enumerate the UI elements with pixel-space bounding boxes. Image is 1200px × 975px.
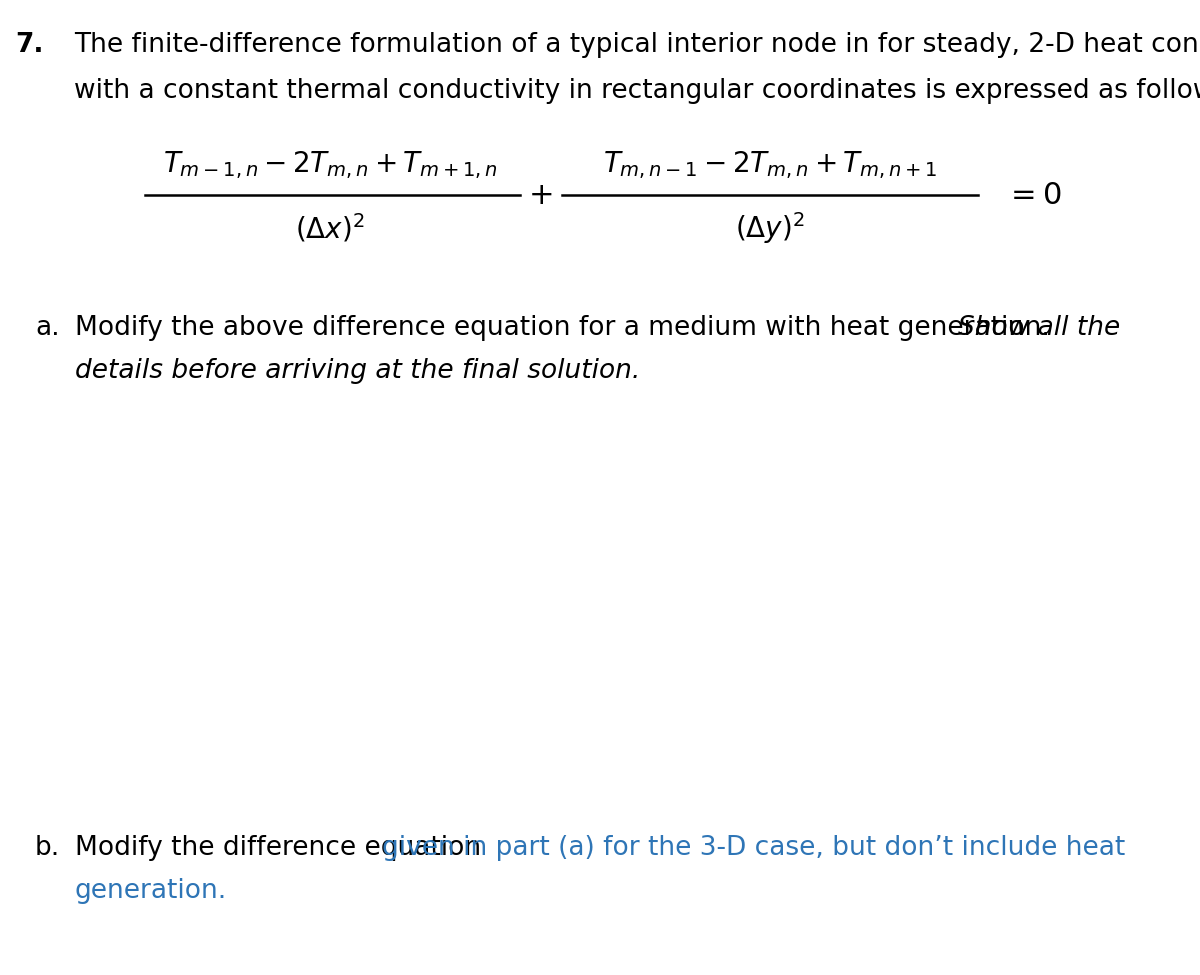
- Text: details before arriving at the final solution.: details before arriving at the final sol…: [74, 358, 641, 384]
- Text: 7.: 7.: [16, 32, 44, 58]
- Text: b.: b.: [35, 835, 60, 861]
- Text: $T_{m,n-1} - 2T_{m,n} + T_{m,n+1}$: $T_{m,n-1} - 2T_{m,n} + T_{m,n+1}$: [602, 149, 937, 180]
- Text: given in part (a) for the 3-D case, but don’t include heat: given in part (a) for the 3-D case, but …: [382, 835, 1126, 861]
- Text: Modify the difference equation: Modify the difference equation: [74, 835, 490, 861]
- Text: $T_{m-1,n} - 2T_{m,n} + T_{m+1,n}$: $T_{m-1,n} - 2T_{m,n} + T_{m+1,n}$: [162, 149, 498, 180]
- Text: generation.: generation.: [74, 878, 227, 904]
- Text: a.: a.: [35, 315, 60, 341]
- Text: with a constant thermal conductivity in rectangular coordinates is expressed as : with a constant thermal conductivity in …: [74, 78, 1200, 104]
- Text: $(\Delta y)^2$: $(\Delta y)^2$: [736, 210, 805, 246]
- Text: Show all the: Show all the: [958, 315, 1121, 341]
- Text: The finite-difference formulation of a typical interior node in for steady, 2-D : The finite-difference formulation of a t…: [74, 32, 1200, 58]
- Text: $= 0$: $= 0$: [1006, 180, 1062, 210]
- Text: $(\Delta x)^2$: $(\Delta x)^2$: [295, 212, 365, 245]
- Text: Modify the above difference equation for a medium with heat generation.: Modify the above difference equation for…: [74, 315, 1067, 341]
- Text: $+$: $+$: [528, 180, 552, 210]
